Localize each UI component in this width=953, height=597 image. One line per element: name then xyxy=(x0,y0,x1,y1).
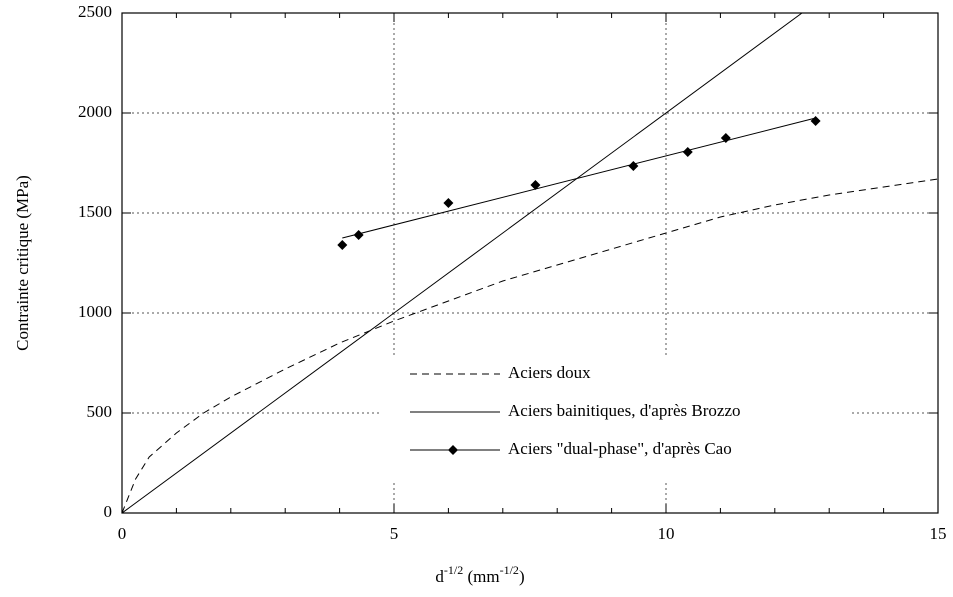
y-axis-label: Contrainte critique (MPa) xyxy=(13,175,32,351)
data-point xyxy=(353,230,364,240)
y-tick-label: 2000 xyxy=(78,102,112,121)
data-point xyxy=(720,133,731,143)
legend-label: Aciers doux xyxy=(508,363,591,382)
data-point xyxy=(530,180,541,190)
x-tick-label: 0 xyxy=(118,524,127,543)
y-tick-label: 0 xyxy=(104,502,113,521)
data-point xyxy=(443,198,454,208)
data-point xyxy=(337,240,348,250)
fit-line xyxy=(342,117,816,239)
plot-frame xyxy=(121,12,939,514)
x-axis-label: d-1/2 (mm-1/2) xyxy=(435,563,524,586)
legend-box xyxy=(380,355,850,480)
x-tick-label: 10 xyxy=(658,524,675,543)
y-tick-label: 1000 xyxy=(78,302,112,321)
x-label-part: (mm xyxy=(463,567,499,586)
data-point xyxy=(810,116,821,126)
data-point xyxy=(628,161,639,171)
legend-label: Aciers bainitiques, d'après Brozzo xyxy=(508,401,741,420)
y-tick-label: 2500 xyxy=(78,2,112,21)
legend-marker xyxy=(448,445,458,455)
series-line xyxy=(122,178,938,513)
series-line xyxy=(122,13,803,513)
y-tick-label: 1500 xyxy=(78,202,112,221)
y-tick-label: 500 xyxy=(87,402,113,421)
x-tick-label: 15 xyxy=(930,524,947,543)
data-point xyxy=(682,147,693,157)
x-label-superscript: -1/2 xyxy=(500,563,519,577)
x-tick-label: 5 xyxy=(390,524,399,543)
x-label-part: d xyxy=(435,567,444,586)
x-label-part: ) xyxy=(519,567,525,586)
x-label-superscript: -1/2 xyxy=(444,563,463,577)
legend-label: Aciers "dual-phase", d'après Cao xyxy=(508,439,732,458)
